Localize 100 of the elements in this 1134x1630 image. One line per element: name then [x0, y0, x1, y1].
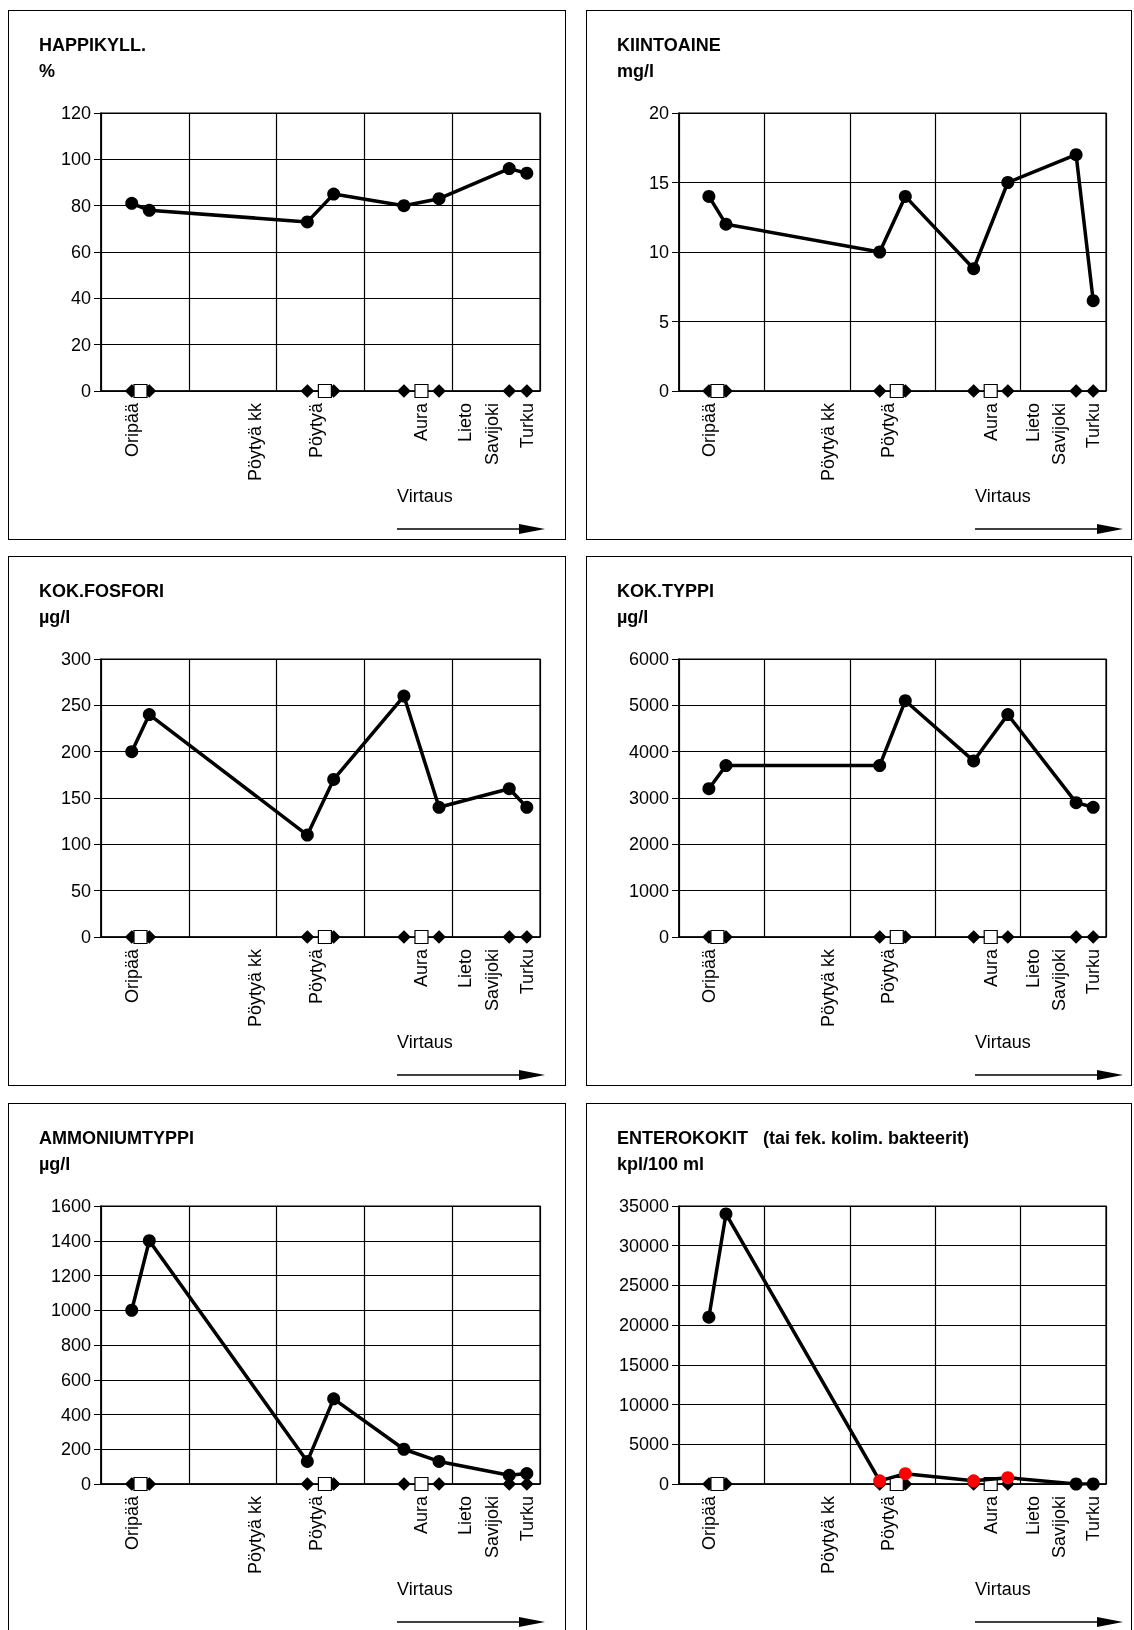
x-tick-label: Oripää [698, 402, 719, 458]
point [432, 930, 446, 944]
point [414, 929, 429, 945]
point [432, 1477, 446, 1491]
point [967, 384, 981, 398]
point [125, 745, 139, 759]
y-tick-label: 10 [648, 242, 669, 262]
point [397, 199, 411, 213]
point [520, 1467, 534, 1481]
point [898, 189, 912, 203]
point [873, 759, 887, 773]
x-tick-label: Savijoki [1049, 949, 1070, 1012]
point [889, 383, 904, 399]
point [397, 1477, 411, 1491]
x-tick-label: Pöytyä kk [244, 948, 265, 1028]
text: Virtaus [975, 1579, 1031, 1599]
x-tick-label: Oripää [698, 1495, 719, 1551]
x-tick-label: Oripää [121, 948, 142, 1004]
chart-title: KOK.TYPPI [617, 581, 715, 601]
y-tick-label: 20 [70, 334, 91, 355]
point [873, 930, 887, 944]
point [432, 384, 446, 398]
point [967, 930, 981, 944]
y-tick-label: 25000 [618, 1275, 669, 1296]
x-tick-label: Aura [980, 948, 1001, 988]
x-tick-label: Pöytyä [878, 402, 899, 459]
point [432, 192, 446, 206]
x-tick-label: Pöytyä kk [244, 1495, 265, 1575]
x-tick-label: Pöytyä kk [818, 402, 839, 482]
point [397, 384, 411, 398]
y-tick-label: 5 [658, 311, 669, 332]
point [1069, 796, 1083, 810]
y-tick-label: 1000 [50, 1300, 91, 1321]
x-tick-label: Pöytyä [306, 402, 327, 459]
y-tick-label: 100 [60, 149, 91, 170]
y-tick-label: 1000 [628, 880, 669, 901]
point [432, 800, 446, 814]
point [300, 930, 314, 944]
point [1086, 800, 1100, 814]
point [520, 800, 534, 814]
point [327, 772, 341, 786]
y-tick-label: 0 [658, 927, 669, 947]
y-tick-label: 50 [70, 880, 91, 901]
point [1086, 294, 1100, 308]
y-tick-label: 10000 [618, 1394, 669, 1415]
point [967, 754, 981, 768]
point [983, 929, 998, 945]
x-tick-label: Aura [980, 1495, 1001, 1535]
point [502, 782, 516, 796]
x-tick-label: Savijoki [481, 949, 502, 1012]
x-tick-label: Turku [1083, 403, 1104, 449]
point [133, 1476, 148, 1492]
point [710, 383, 725, 399]
y-tick-label: 40 [70, 288, 91, 309]
point [967, 262, 981, 276]
point [317, 1476, 332, 1492]
point [300, 384, 314, 398]
text: Virtaus [397, 1579, 453, 1599]
point [414, 1476, 429, 1492]
x-tick-label: Savijoki [481, 403, 502, 466]
point [1001, 1471, 1015, 1485]
point [898, 1467, 912, 1481]
point [889, 929, 904, 945]
y-tick-label: 20 [648, 103, 669, 123]
chart-title: ENTEROKOKIT [617, 1128, 749, 1148]
chart-title: KIINTOAINE [617, 35, 721, 55]
point [317, 929, 332, 945]
x-tick-label: Aura [411, 1495, 432, 1535]
point [702, 782, 716, 796]
point [1086, 930, 1100, 944]
y-tick-label: 0 [658, 381, 669, 401]
chart-subtitle: (tai fek. kolim. bakteerit) [748, 1128, 970, 1148]
point [710, 929, 725, 945]
point [502, 384, 516, 398]
y-tick-label: 60 [70, 242, 91, 262]
point [300, 215, 314, 229]
x-tick-label: Savijoki [481, 1496, 502, 1559]
x-tick-label: Lieto [1023, 949, 1044, 989]
x-tick-label: Turku [1083, 1496, 1104, 1542]
y-tick-label: 2000 [628, 834, 669, 855]
point [520, 166, 534, 180]
text: Virtaus [397, 1032, 453, 1052]
y-tick-label: 5000 [628, 1434, 669, 1455]
point [397, 689, 411, 703]
point [414, 383, 429, 399]
x-tick-label: Pöytyä [306, 948, 327, 1005]
y-tick-label: 20000 [618, 1315, 669, 1336]
x-tick-label: Pöytyä kk [244, 402, 265, 482]
y-tick-label: 6000 [628, 649, 669, 669]
point [125, 196, 139, 210]
point [502, 930, 516, 944]
y-tick-label: 30000 [618, 1235, 669, 1256]
y-tick-label: 0 [80, 381, 91, 401]
y-tick-label: 0 [80, 1474, 91, 1494]
point [327, 187, 341, 201]
y-tick-label: 200 [60, 1439, 91, 1460]
y-axis-title: kpl/100 ml [617, 1154, 705, 1174]
x-tick-label: Savijoki [1049, 403, 1070, 466]
y-tick-label: 800 [60, 1335, 91, 1355]
point [502, 1468, 516, 1482]
